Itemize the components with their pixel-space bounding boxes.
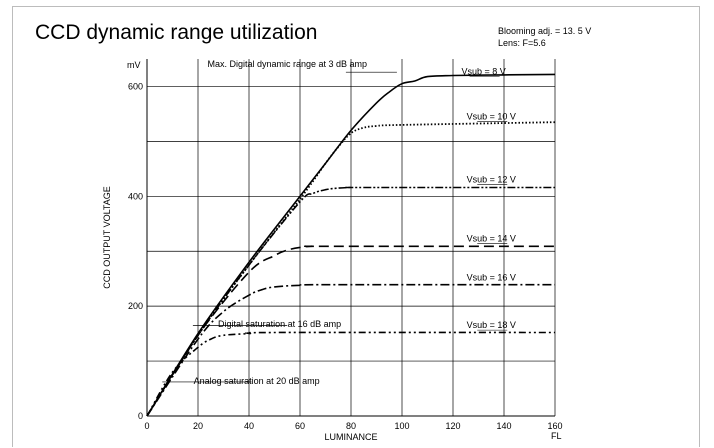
series-label: Vsub = 10 V [467,111,516,121]
chart-title: CCD dynamic range utilization [35,21,317,44]
chart-svg: CCD dynamic range utilization Blooming a… [35,21,591,442]
x-tick-label: 0 [144,421,149,431]
series-line [146,73,556,417]
series-line [146,186,555,417]
x-tick-label: 20 [193,421,203,431]
annotation-analog-saturation: Analog saturation at 20 dB amp [194,376,320,386]
y-tick-label: 600 [128,81,143,91]
x-axis-label: LUMINANCE [324,432,377,442]
y-unit-label: mV [127,60,141,70]
series-label: Vsub = 16 V [467,272,516,282]
y-tick-label: 0 [138,411,143,421]
plot-area: 0 20 40 60 80 100 120 140 160 0 200 400 600 mV FL LUMIN… [102,59,563,442]
series-label: Vsub = 18 V [467,320,516,330]
chart-note-blooming: Blooming adj. = 13. 5 V [498,26,591,36]
y-tick-label: 400 [128,191,143,201]
series-line [146,283,556,417]
x-unit-label: FL [551,431,562,441]
y-tick-label: 200 [128,301,143,311]
x-tick-label: 120 [445,421,460,431]
x-tick-label: 60 [295,421,305,431]
x-tick-label: 160 [547,421,562,431]
annotation-max-digital: Max. Digital dynamic range at 3 dB amp [207,59,367,69]
x-tick-label: 80 [346,421,356,431]
y-axis-label: CCD OUTPUT VOLTAGE [102,186,112,289]
series-label: Vsub = 8 V [461,66,505,76]
x-tick-label: 40 [244,421,254,431]
x-tick-label: 140 [496,421,511,431]
series-line [146,121,556,417]
series-label: Vsub = 12 V [467,175,516,185]
x-tick-label: 100 [394,421,409,431]
series-line [146,245,555,417]
series-label: Vsub = 14 V [467,233,516,243]
series-line [146,331,556,417]
annotation-digital-saturation: Digital saturation at 16 dB amp [218,319,341,329]
chart-frame: CCD dynamic range utilization Blooming a… [12,6,700,447]
chart-note-lens: Lens: F=5.6 [498,38,546,48]
